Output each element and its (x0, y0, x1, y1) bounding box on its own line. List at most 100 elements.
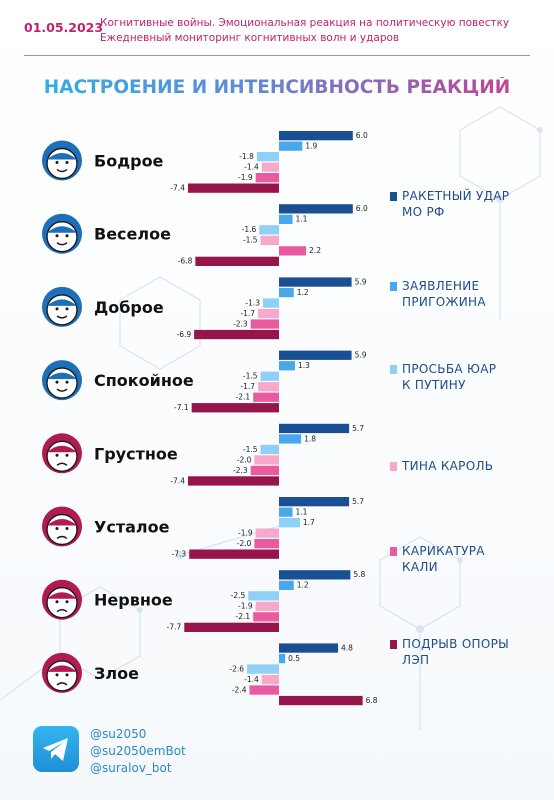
bar (253, 612, 279, 622)
legend-label: ПРОСЬБА ЮАР (402, 362, 496, 376)
data-label: -2.3 (233, 319, 248, 328)
report-date: 01.05.2023 (24, 20, 104, 35)
angry-face-icon (42, 652, 82, 693)
data-label: 2.2 (309, 246, 321, 255)
bar (279, 423, 350, 434)
legend-label: ЗАЯВЛЕНИЕ (402, 279, 479, 293)
bar (184, 622, 279, 632)
legend-label: КАРИКАТУРА (402, 544, 485, 558)
data-label: 1.8 (304, 434, 316, 443)
bar (279, 497, 350, 507)
telegram-plane-icon (43, 738, 68, 761)
bar (255, 173, 279, 183)
data-label: -6.9 (176, 330, 191, 339)
social-handle-3[interactable]: @suralov_bot (90, 761, 172, 775)
bar (259, 225, 279, 235)
data-label: -1.5 (243, 445, 258, 454)
bar (261, 162, 279, 172)
data-label: 5.9 (355, 351, 367, 360)
data-label: 5.9 (355, 277, 367, 286)
data-label: -2.0 (237, 455, 252, 464)
bar (279, 434, 302, 444)
data-label: -1.7 (240, 382, 255, 391)
bar (191, 403, 279, 413)
data-label: -7.4 (170, 476, 185, 485)
data-label: 5.8 (353, 570, 365, 579)
data-label: -1.4 (244, 675, 259, 684)
mood-label: Нервное (94, 591, 173, 610)
laughing-face-icon (42, 213, 82, 254)
mood-label: Грустное (94, 444, 178, 463)
legend-swatch (390, 192, 397, 201)
tired-face-icon (42, 506, 82, 547)
legend-label: КАЛИ (402, 560, 438, 574)
data-label: -7.3 (172, 550, 187, 559)
header-divider (24, 55, 530, 56)
mood-label: Усталое (94, 518, 170, 537)
bar (258, 308, 279, 319)
data-label: 6.0 (356, 204, 368, 213)
data-label: -2.1 (236, 393, 251, 402)
bar (279, 141, 303, 151)
bar (279, 131, 353, 141)
legend-label: РАКЕТНЫЙ УДАР (402, 188, 509, 203)
data-label: -2.1 (236, 612, 251, 621)
calm-face-icon (42, 360, 82, 401)
bar (254, 539, 279, 549)
bar (279, 204, 353, 214)
data-label: 0.5 (288, 654, 300, 663)
data-label: -1.3 (245, 298, 260, 307)
bar (279, 570, 351, 580)
data-label: 1.2 (297, 288, 309, 297)
legend-label: ПОДРЫВ ОПОРЫ (402, 637, 509, 651)
bar (279, 214, 293, 224)
data-label: -2.6 (229, 664, 244, 673)
bar (254, 455, 279, 465)
smiling-face-icon (42, 140, 82, 181)
bar (195, 256, 279, 266)
bar (187, 476, 279, 486)
data-label: -2.3 (233, 466, 248, 475)
data-label: 1.7 (303, 518, 315, 527)
mood-label: Доброе (94, 298, 164, 317)
social-handle-1[interactable]: @su2050 (90, 727, 147, 741)
data-label: 5.7 (352, 424, 364, 433)
data-label: -1.9 (238, 173, 253, 182)
bar (279, 695, 363, 706)
bar (279, 246, 307, 256)
data-label: -1.4 (244, 163, 259, 172)
bar (250, 465, 279, 476)
legend-swatch (390, 462, 397, 471)
data-label: 6.8 (366, 696, 378, 705)
report-subject: Когнитивные войны. Эмоциональная реакция… (100, 17, 510, 29)
data-label: -1.7 (240, 309, 255, 318)
legend-label: ТИНА КАРОЛЬ (401, 459, 493, 473)
data-label: -7.7 (167, 623, 182, 632)
mood-label: Веселое (94, 225, 171, 244)
bar (279, 287, 294, 298)
bar (255, 601, 279, 611)
legend-swatch (390, 640, 397, 649)
data-label: 1.2 (297, 581, 309, 590)
bar (260, 444, 279, 455)
data-label: -2.0 (237, 539, 252, 548)
bar (279, 643, 339, 653)
data-label: -2.5 (231, 591, 246, 600)
bar (250, 319, 279, 329)
sad-face-icon (42, 433, 82, 474)
data-label: -1.8 (239, 152, 254, 161)
bar (253, 392, 279, 402)
bar (260, 235, 279, 245)
legend-label: ЛЭП (402, 653, 429, 667)
kind-face-icon (42, 286, 82, 327)
bar (261, 674, 279, 685)
bar (194, 329, 279, 340)
bar (279, 580, 294, 590)
bar (279, 277, 352, 287)
social-handle-2[interactable]: @su2050emBot (90, 744, 186, 758)
data-label: -1.9 (238, 529, 253, 538)
mood-label: Бодрое (94, 152, 164, 171)
telegram-icon[interactable] (33, 726, 79, 772)
data-label: -6.8 (178, 257, 193, 266)
bar (263, 298, 279, 308)
